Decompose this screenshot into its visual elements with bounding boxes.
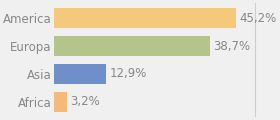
Bar xyxy=(54,92,67,112)
Bar xyxy=(54,8,236,28)
Bar xyxy=(54,36,210,56)
Text: 38,7%: 38,7% xyxy=(213,39,250,53)
Text: 3,2%: 3,2% xyxy=(70,95,100,108)
Text: 12,9%: 12,9% xyxy=(109,67,147,81)
Text: 45,2%: 45,2% xyxy=(239,12,277,25)
Bar xyxy=(54,64,106,84)
